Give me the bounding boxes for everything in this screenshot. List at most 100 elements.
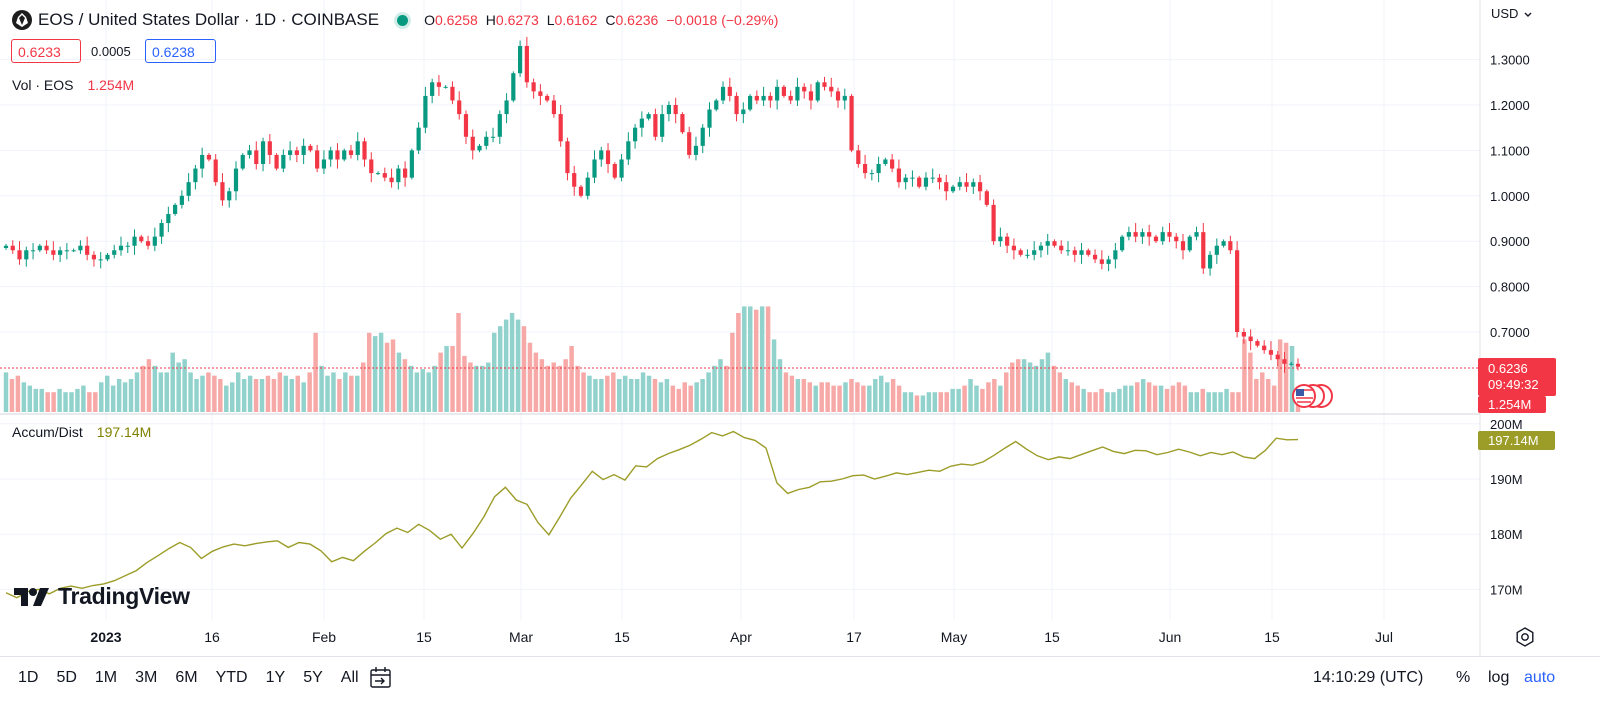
- candle-body: [24, 250, 29, 260]
- candle-body: [254, 150, 259, 165]
- symbol-title[interactable]: EOS / United States Dollar · 1D · COINBA…: [38, 10, 380, 29]
- volume-bar: [950, 388, 955, 412]
- volume-bar: [188, 372, 193, 412]
- volume-bar: [27, 385, 33, 412]
- volume-bar: [1236, 392, 1241, 412]
- volume-bar: [200, 375, 205, 412]
- volume-bar: [295, 375, 300, 412]
- range-ytd[interactable]: YTD: [215, 669, 248, 686]
- price-axis-label: 1.2000: [1490, 98, 1530, 113]
- price-candles: [3, 36, 1301, 373]
- price-axis[interactable]: 1.3000 1.2000 1.1000 1.0000 0.9000 0.8000 0.70…: [1490, 53, 1530, 340]
- time-axis-label: Mar: [509, 629, 533, 645]
- volume-bar: [831, 385, 836, 412]
- candle-body: [950, 186, 956, 192]
- volume-bar: [271, 379, 277, 412]
- candle-body: [639, 118, 644, 128]
- range-1y[interactable]: 1Y: [265, 669, 286, 686]
- volume-bar: [122, 382, 128, 412]
- candle-body: [517, 45, 523, 74]
- log-scale-toggle[interactable]: log: [1488, 669, 1510, 686]
- buy-price-button[interactable]: 0.6238: [145, 39, 216, 63]
- sell-price-button[interactable]: 0.6233: [11, 39, 81, 63]
- volume-bar: [21, 382, 27, 412]
- candle-body: [815, 82, 820, 101]
- chart-canvas[interactable]: 1.3000 1.2000 1.1000 1.0000 0.9000 0.8000 0.70…: [0, 0, 1600, 656]
- candle-body: [267, 141, 272, 155]
- ad-axis[interactable]: 200M 190M 180M 170M: [1490, 417, 1523, 598]
- volume-bar: [551, 362, 556, 412]
- volume-bar: [1188, 392, 1194, 412]
- volume-bar: [444, 346, 449, 412]
- volume-bar: [247, 375, 253, 412]
- volume-bar: [622, 375, 628, 412]
- volume-bar: [658, 382, 664, 412]
- volume-bar: [1063, 379, 1069, 412]
- candle-body: [315, 150, 320, 169]
- volume-bar: [497, 326, 503, 412]
- volume-bar: [902, 392, 908, 412]
- chart-settings-gear-icon[interactable]: [1514, 626, 1536, 648]
- candle-body: [734, 95, 739, 115]
- range-6m[interactable]: 6M: [175, 669, 198, 686]
- currency-selector[interactable]: USD: [1491, 6, 1532, 21]
- utc-clock[interactable]: 14:10:29 (UTC): [1313, 669, 1424, 686]
- auto-scale-toggle[interactable]: auto: [1524, 669, 1556, 686]
- volume-bar: [1182, 385, 1188, 412]
- candle-body: [1065, 250, 1071, 252]
- candle-body: [105, 254, 110, 260]
- volume-bar: [1170, 385, 1176, 412]
- candle-body: [511, 73, 516, 101]
- range-all[interactable]: All: [340, 669, 359, 686]
- volume-bar: [694, 382, 699, 412]
- price-axis-label: 1.0000: [1490, 189, 1530, 204]
- range-3m[interactable]: 3M: [135, 669, 158, 686]
- candle-body: [1201, 232, 1206, 269]
- volume-bar: [801, 379, 807, 412]
- candle-body: [91, 254, 97, 260]
- candle-body: [423, 95, 428, 128]
- volume-bar: [533, 352, 539, 412]
- volume-bar: [1158, 385, 1164, 412]
- volume-bar: [1057, 372, 1063, 412]
- volume-bar: [878, 375, 884, 412]
- candle-body: [1045, 241, 1050, 246]
- tradingview-logo[interactable]: TradingView: [14, 583, 190, 610]
- percent-scale-toggle[interactable]: %: [1456, 669, 1471, 686]
- candle-body: [619, 159, 624, 178]
- volume-bar: [146, 359, 152, 412]
- candle-body: [565, 141, 570, 174]
- candle-body: [822, 82, 827, 87]
- candle-body: [132, 236, 137, 246]
- volume-bar: [402, 359, 408, 412]
- ad-legend[interactable]: Accum/Dist 197.14M: [12, 424, 151, 440]
- range-5d[interactable]: 5D: [56, 669, 77, 686]
- candle-body: [1180, 241, 1186, 251]
- volume-bar: [283, 375, 289, 412]
- accum-dist-line: [5, 430, 1299, 599]
- event-flags[interactable]: [1292, 384, 1333, 408]
- ad-axis-label: 180M: [1490, 527, 1523, 542]
- range-1d[interactable]: 1D: [18, 669, 39, 686]
- go-to-date-calendar-icon[interactable]: [368, 665, 394, 691]
- candle-body: [1038, 245, 1044, 251]
- range-1m[interactable]: 1M: [94, 669, 118, 686]
- candle-body: [991, 204, 996, 242]
- volume-bar: [456, 313, 461, 412]
- candle-body: [680, 114, 685, 133]
- time-axis[interactable]: 2023 16 Feb 15 Mar 15 Apr 17 May 15 Jun 15 Jul: [90, 629, 1393, 645]
- volume-bar: [57, 388, 62, 412]
- volume-bar: [557, 365, 562, 412]
- candle-body: [1282, 359, 1287, 364]
- candle-body: [145, 241, 151, 246]
- candle-body: [227, 191, 232, 201]
- candle-body: [159, 223, 164, 237]
- range-5y[interactable]: 5Y: [303, 669, 323, 686]
- volume-legend[interactable]: Vol · EOS 1.254M: [12, 77, 134, 93]
- candle-body: [1255, 341, 1260, 346]
- volume-bar: [807, 382, 813, 412]
- volume-bar: [509, 313, 515, 412]
- time-axis-label: May: [941, 629, 967, 645]
- volume-bar: [1200, 388, 1205, 412]
- candle-body: [673, 105, 678, 115]
